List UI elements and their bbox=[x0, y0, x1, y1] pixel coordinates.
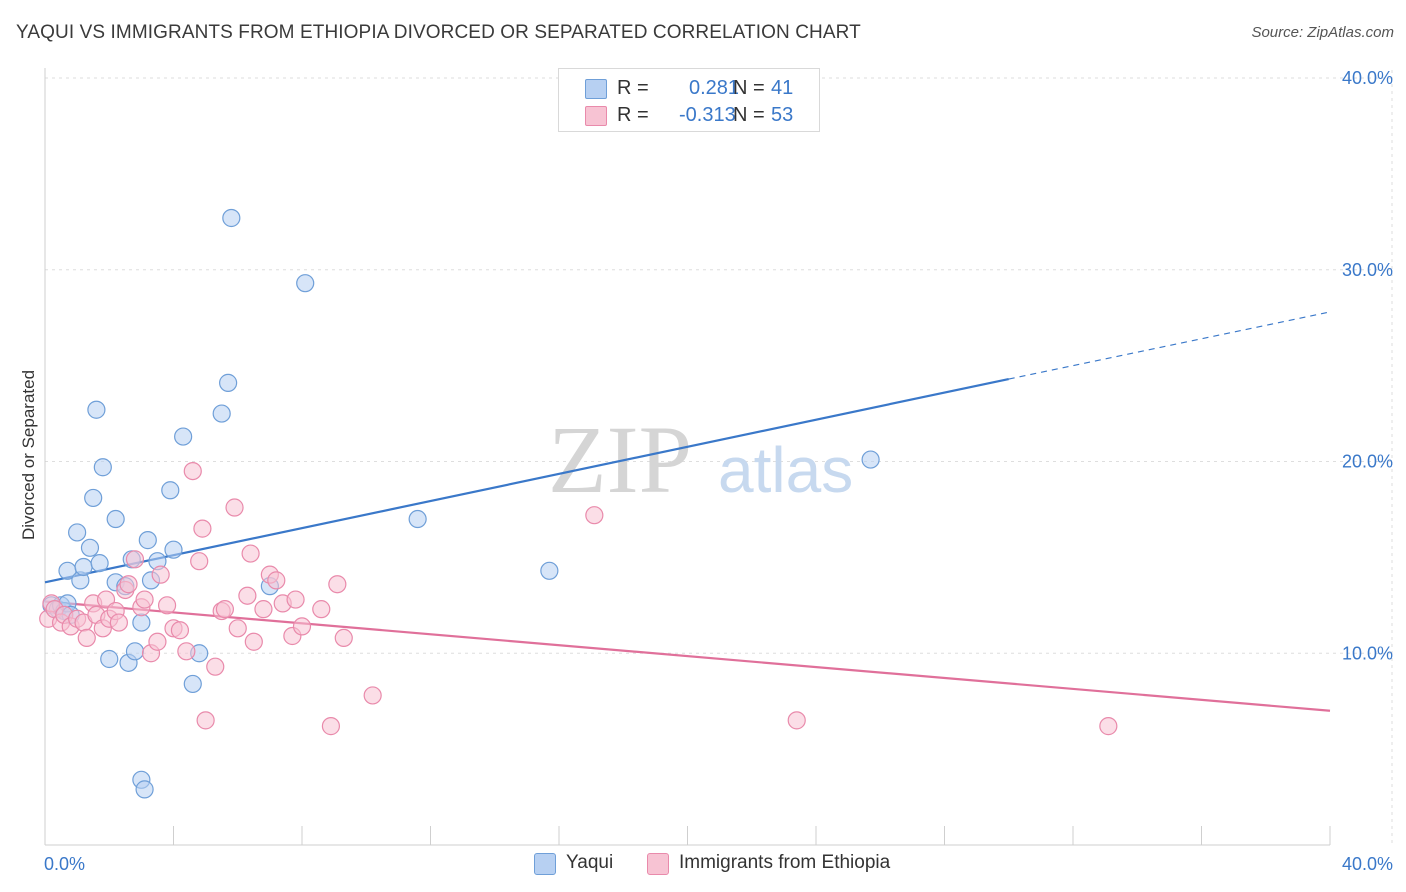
yaqui-point bbox=[222, 208, 241, 228]
yaqui-point bbox=[125, 642, 145, 661]
yaqui-point bbox=[90, 554, 109, 573]
ethiopia-point bbox=[334, 628, 353, 648]
correlation-legend: R = 0.281 N = 41 R = -0.313 N = 53 bbox=[558, 68, 820, 132]
ethiopia-point bbox=[286, 590, 305, 609]
watermark: ZIP atlas bbox=[548, 406, 853, 513]
watermark-atlas: atlas bbox=[718, 434, 853, 506]
ethiopia-point bbox=[238, 586, 257, 605]
y-tick-label: 30.0% bbox=[1342, 260, 1393, 280]
yaqui-trend-extension bbox=[1008, 311, 1331, 380]
yaqui-trend-line bbox=[44, 377, 1009, 584]
ethiopia-point bbox=[183, 461, 202, 481]
ethiopia-trend-line bbox=[44, 600, 1331, 712]
n-value: 53 bbox=[771, 104, 794, 126]
ethiopia-point bbox=[1099, 717, 1118, 736]
legend-label-ethiopia: Immigrants from Ethiopia bbox=[679, 852, 891, 873]
y-tick-label: 40.0% bbox=[1342, 68, 1393, 88]
yaqui-point bbox=[138, 531, 157, 550]
ethiopia-point bbox=[119, 575, 138, 594]
yaqui-point bbox=[74, 557, 93, 577]
yaqui-point bbox=[219, 373, 238, 392]
ethiopia-point bbox=[125, 550, 145, 569]
ethiopia-point bbox=[244, 632, 263, 651]
yaqui-point bbox=[80, 538, 100, 557]
r-label: R = bbox=[617, 77, 649, 99]
ethiopia-point bbox=[241, 544, 260, 563]
ethiopia-point bbox=[148, 632, 167, 651]
yaqui-point bbox=[87, 400, 106, 419]
x-tick-label: 40.0% bbox=[1342, 854, 1393, 874]
yaqui-point bbox=[408, 509, 427, 529]
ethiopia-point bbox=[196, 711, 215, 730]
y-tick-label: 10.0% bbox=[1342, 643, 1393, 663]
ethiopia-point bbox=[206, 657, 225, 676]
ethiopia-point bbox=[225, 498, 244, 517]
n-label: N = bbox=[733, 104, 765, 126]
r-value: -0.313 bbox=[679, 104, 736, 126]
ethiopia-point bbox=[312, 600, 331, 619]
n-label: N = bbox=[733, 77, 765, 99]
ethiopia-point bbox=[193, 519, 212, 538]
ethiopia-point bbox=[190, 552, 209, 571]
yaqui-point bbox=[540, 561, 559, 580]
ethiopia-point bbox=[254, 600, 273, 619]
yaqui-point bbox=[212, 404, 231, 423]
watermark-zip: ZIP bbox=[548, 406, 692, 513]
yaqui-point bbox=[135, 780, 154, 799]
yaqui-point bbox=[164, 540, 183, 559]
ethiopia-point bbox=[135, 590, 154, 609]
yaqui-point bbox=[100, 649, 119, 669]
chart-title: YAQUI VS IMMIGRANTS FROM ETHIOPIA DIVORC… bbox=[16, 22, 861, 43]
ethiopia-point bbox=[321, 717, 341, 736]
y-tick-label: 20.0% bbox=[1342, 452, 1393, 472]
yaqui-point bbox=[93, 458, 112, 477]
gridlines bbox=[45, 70, 1393, 845]
ethiopia-point bbox=[151, 565, 170, 584]
ethiopia-point bbox=[363, 686, 382, 705]
yaqui-point bbox=[84, 488, 103, 508]
ethiopia-point bbox=[328, 575, 347, 594]
ethiopia-swatch bbox=[647, 853, 669, 875]
ethiopia-point bbox=[77, 628, 96, 648]
ethiopia-point bbox=[215, 600, 234, 619]
yaqui-point bbox=[68, 523, 87, 542]
yaqui-point bbox=[132, 613, 151, 632]
ethiopia-point bbox=[228, 619, 247, 638]
yaqui-swatch bbox=[585, 79, 607, 99]
yaqui-point bbox=[296, 274, 315, 293]
ethiopia-point bbox=[267, 571, 286, 590]
n-value: 41 bbox=[771, 77, 794, 99]
ethiopia-point bbox=[157, 596, 177, 615]
r-value: 0.281 bbox=[689, 77, 740, 99]
yaqui-point bbox=[183, 674, 202, 694]
axes: 10.0% 20.0% 30.0% 40.0% 0.0% 40.0% bbox=[44, 68, 1393, 874]
yaqui-point bbox=[161, 481, 180, 500]
yaqui-point bbox=[861, 450, 880, 469]
ethiopia-point bbox=[177, 642, 196, 661]
yaqui-swatch bbox=[534, 853, 556, 875]
trend-lines bbox=[44, 311, 1331, 712]
yaqui-point bbox=[174, 427, 193, 446]
ethiopia-point bbox=[170, 621, 190, 640]
legend-label-yaqui: Yaqui bbox=[566, 852, 614, 873]
r-label: R = bbox=[617, 104, 649, 126]
ethiopia-point bbox=[585, 506, 604, 525]
ethiopia-point bbox=[292, 617, 312, 636]
ethiopia-point bbox=[787, 711, 806, 730]
data-points bbox=[39, 208, 1118, 799]
ethiopia-swatch bbox=[585, 106, 607, 126]
y-axis-label: Divorced or Separated bbox=[19, 370, 38, 540]
ethiopia-point bbox=[109, 613, 128, 632]
x-tick-label: 0.0% bbox=[44, 854, 85, 874]
yaqui-point bbox=[106, 509, 125, 529]
source-credit: Source: ZipAtlas.com bbox=[1251, 24, 1394, 41]
